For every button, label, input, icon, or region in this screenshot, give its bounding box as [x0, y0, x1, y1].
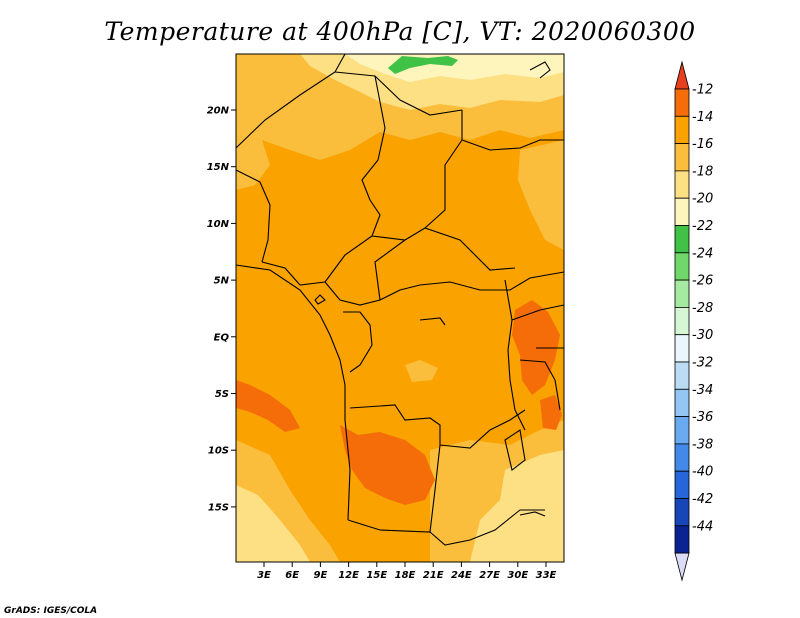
border-line [511, 304, 564, 321]
lat-tick-label: 20N [207, 106, 230, 117]
colorbar-segment [674, 279, 690, 308]
lat-tick-label: 10N [207, 219, 230, 230]
border-line [349, 404, 441, 445]
border-line [429, 509, 545, 546]
colorbar-segment [674, 88, 690, 117]
lon-tick-label: 3E [257, 570, 271, 581]
lon-tick-label: 27E [479, 570, 500, 581]
lon-tick-label: 12E [338, 570, 359, 581]
border-line [519, 511, 546, 517]
field-band-18-16-center [405, 360, 438, 382]
map-frame [235, 53, 565, 563]
colorbar-label: -32 [692, 356, 713, 371]
colorbar-top-arrow [674, 60, 690, 90]
map-title: Temperature at 400hPa [C], VT: 202006030… [104, 17, 695, 46]
border-line [519, 359, 561, 411]
lon-tick-label: 30E [507, 570, 528, 581]
colorbar-segment [674, 525, 690, 554]
lon-tick-label: 9E [314, 570, 328, 581]
lon-tick-label: 15E [366, 570, 387, 581]
colorbar-label: -22 [692, 219, 713, 234]
colorbar-segment [674, 443, 690, 472]
lon-tick-label: 6E [285, 570, 299, 581]
lat-tick-label: 5S [215, 389, 229, 400]
border-line [334, 71, 463, 116]
colorbar-label: -12 [692, 83, 713, 98]
border-line [371, 227, 516, 271]
colorbar-label: -34 [692, 383, 713, 398]
lat-tick-label: 15S [208, 502, 229, 513]
colorbar-label: -42 [692, 492, 713, 507]
lon-tick-label: 24E [451, 570, 472, 581]
colorbar-label: -16 [692, 137, 713, 152]
colorbar-segment [674, 252, 690, 281]
field-band-18-16-east [518, 140, 564, 250]
field-band-20-18-southeast [470, 450, 564, 562]
border-line [261, 261, 326, 286]
colorbar-segment [674, 197, 690, 226]
border-line [439, 409, 526, 449]
lat-tick-label: 15N [207, 162, 230, 173]
colorbar-label: -40 [692, 465, 713, 480]
country-borders [236, 54, 564, 546]
field-band-14-12-southwest [236, 380, 300, 432]
colorbar-segment [674, 388, 690, 417]
latitude-axis: 20N 15N 10N 5N EQ 5S 10S 15S [207, 106, 236, 513]
colorbar-label: -36 [692, 410, 713, 425]
longitude-axis: 3E 6E 9E 12E 15E 18E 21E 24E 27E 30E 33E [257, 562, 557, 581]
field-band-24-22 [388, 56, 458, 74]
border-line [324, 271, 564, 306]
colorbar-segment [674, 470, 690, 499]
lat-tick-label: 5N [214, 276, 230, 287]
colorbar-label: -38 [692, 437, 713, 452]
colorbar-label: -20 [692, 192, 713, 207]
map-panel: 20N 15N 10N 5N EQ 5S 10S 15S 3E 6E 9E 12E 15E 18E 21E… [207, 53, 565, 581]
border-line [529, 61, 551, 79]
colorbar-segment [674, 170, 690, 199]
colorbar-segment [674, 306, 690, 336]
lon-tick-label: 33E [536, 570, 557, 581]
colorbar-label: -14 [692, 110, 713, 125]
border-line [419, 317, 446, 326]
colorbar-label: -26 [692, 274, 713, 289]
border-line [374, 239, 406, 301]
lon-tick-label: 21E [423, 570, 444, 581]
border-line [343, 311, 373, 373]
field-band-18-16-northwest [236, 135, 270, 190]
lat-tick-label: 10S [208, 446, 229, 457]
colorbar-label: -28 [692, 301, 713, 316]
temperature-field [236, 54, 564, 562]
colorbar-segment [674, 498, 690, 527]
border-line [236, 264, 351, 521]
border-line [236, 169, 271, 263]
colorbar-segment [674, 115, 690, 145]
colorbar-segment [674, 225, 690, 254]
field-band-14-12-angola [340, 425, 435, 505]
grads-credit: GrADS: IGES/COLA [4, 606, 97, 616]
lat-tick-label: EQ [214, 332, 230, 343]
border-line [236, 54, 346, 149]
border-line [504, 429, 526, 471]
border-line [314, 294, 326, 305]
colorbar-segment [674, 334, 690, 363]
colorbar-segment [674, 143, 690, 172]
colorbar-label: -18 [692, 164, 713, 179]
border-line [504, 279, 526, 431]
colorbar: -12 -14 -16 -18 -20 -22 -24 -26 -28 -30 -32 -34 -36 -… [674, 60, 713, 582]
colorbar-label: -44 [692, 519, 713, 534]
colorbar-segment [674, 416, 690, 445]
colorbar-label: -24 [692, 246, 713, 261]
colorbar-segment [674, 361, 690, 390]
field-band-14-12-tanzania [540, 395, 562, 430]
field-band-20-18-southwest [236, 485, 310, 562]
colorbar-bottom-arrow [674, 552, 690, 582]
border-line [424, 110, 463, 229]
lon-tick-label: 18E [395, 570, 416, 581]
colorbar-label: -30 [692, 328, 713, 343]
border-line [361, 75, 386, 201]
border-line [461, 139, 564, 151]
